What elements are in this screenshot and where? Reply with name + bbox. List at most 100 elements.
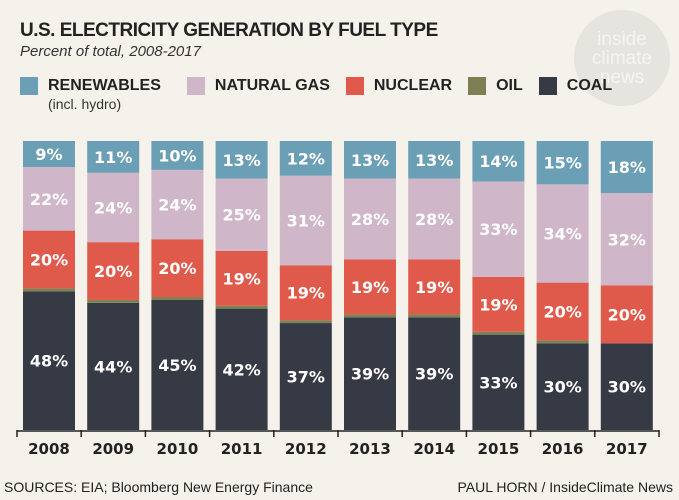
data-label: 37% xyxy=(287,368,325,387)
bar-segment-oil xyxy=(279,320,332,324)
data-label: 15% xyxy=(543,154,581,173)
bar-segment-coal xyxy=(23,291,75,430)
data-label: 20% xyxy=(543,303,581,322)
data-label: 39% xyxy=(351,365,389,384)
bar-segment-renewables xyxy=(87,141,140,173)
bar-segment-oil xyxy=(408,314,461,318)
data-label: 30% xyxy=(608,378,646,397)
data-label: 32% xyxy=(608,230,646,249)
x-tick-label: 2009 xyxy=(92,440,134,458)
data-label: 20% xyxy=(158,259,196,278)
legend-item: NATURAL GAS xyxy=(186,77,330,113)
legend-item: RENEWABLES (incl. hydro) xyxy=(20,77,161,113)
logo-line: news xyxy=(599,66,645,88)
bar-segment-natural-gas xyxy=(408,178,461,260)
legend-sublabel: (incl. hydro) xyxy=(48,96,122,112)
legend: RENEWABLES (incl. hydro) NATURAL GAS NUCLEA… xyxy=(20,77,628,113)
legend-label: OIL xyxy=(496,77,523,94)
data-label: 28% xyxy=(351,210,389,229)
x-tick-label: 2012 xyxy=(285,440,327,458)
bar-segment-renewables xyxy=(344,141,396,179)
bar-segment-coal xyxy=(151,299,204,430)
data-label: 25% xyxy=(222,206,260,225)
data-label: 13% xyxy=(222,151,260,170)
bar-segment-nuclear xyxy=(344,259,396,315)
data-label: 19% xyxy=(415,278,453,297)
data-label: 19% xyxy=(222,269,260,288)
bar-segment-coal xyxy=(408,317,461,430)
credit-note: PAUL HORN / InsideClimate News xyxy=(457,479,673,495)
chart-title: U.S. ELECTRICITY GENERATION BY FUEL TYPE xyxy=(20,20,438,41)
bar-segment-oil xyxy=(344,314,396,318)
legend-swatch xyxy=(20,77,38,95)
data-label: 44% xyxy=(94,357,132,376)
bar-segment-nuclear xyxy=(408,259,461,315)
insideclimate-news-logo: inside climate news xyxy=(574,10,670,106)
data-label: 19% xyxy=(351,278,389,297)
data-label: 9% xyxy=(35,145,62,164)
bar-segment-coal xyxy=(344,317,396,430)
bar-segment-nuclear xyxy=(600,285,653,344)
bar-segment-natural-gas xyxy=(279,175,332,266)
legend-item: NUCLEAR xyxy=(345,77,452,113)
bar-segment-oil xyxy=(151,297,204,300)
bar-segment-coal xyxy=(472,334,525,430)
data-label: 19% xyxy=(287,284,325,303)
x-tick-label: 2016 xyxy=(542,440,584,458)
legend-label: RENEWABLES (incl. hydro) xyxy=(48,77,161,112)
data-label: 39% xyxy=(415,365,453,384)
bar-segment-nuclear xyxy=(87,242,140,300)
bar-segment-natural-gas xyxy=(344,178,396,260)
legend-item: OIL xyxy=(468,77,523,113)
legend-item: COAL xyxy=(538,77,612,113)
data-label: 34% xyxy=(543,224,581,243)
x-tick-label: 2008 xyxy=(28,440,70,458)
sources-note: SOURCES: EIA; Bloomberg New Energy Finan… xyxy=(4,479,313,495)
bar-segment-natural-gas xyxy=(536,184,589,283)
data-label: 20% xyxy=(30,250,68,269)
bar-segment-natural-gas xyxy=(472,181,525,277)
data-label: 33% xyxy=(479,220,517,239)
data-label: 19% xyxy=(479,295,517,314)
legend-swatch xyxy=(345,77,364,95)
x-tick-label: 2017 xyxy=(606,440,648,458)
data-label: 13% xyxy=(415,151,453,170)
logo-line: inside xyxy=(597,28,647,50)
x-tick-label: 2015 xyxy=(478,440,520,458)
data-label: 28% xyxy=(415,210,453,229)
x-tick-label: 2013 xyxy=(349,440,391,458)
data-label: 45% xyxy=(158,356,196,375)
bar-segment-renewables xyxy=(536,141,589,185)
bar-segment-natural-gas xyxy=(87,172,140,243)
data-label: 48% xyxy=(30,352,68,371)
bar-segment-renewables xyxy=(408,141,461,179)
data-label: 31% xyxy=(287,211,325,230)
bar-segment-coal xyxy=(600,343,653,430)
x-tick-label: 2011 xyxy=(221,440,263,458)
bar-segment-renewables xyxy=(151,141,204,170)
legend-swatch xyxy=(538,77,557,95)
bar-segment-nuclear xyxy=(279,265,332,321)
bar-segment-natural-gas xyxy=(23,167,75,231)
bar-segment-renewables xyxy=(472,141,525,182)
bar-segment-coal xyxy=(279,323,332,430)
data-label: 20% xyxy=(94,262,132,281)
chart-subtitle: Percent of total, 2008-2017 xyxy=(20,43,201,60)
bar-segment-oil xyxy=(472,331,525,335)
bar-segment-renewables xyxy=(215,141,268,179)
data-label: 42% xyxy=(222,360,260,379)
data-label: 20% xyxy=(608,305,646,324)
bar-segment-nuclear xyxy=(536,282,589,341)
bar-segment-renewables xyxy=(279,141,332,176)
bar-segment-natural-gas xyxy=(151,169,204,240)
data-label: 12% xyxy=(287,149,325,168)
bar-segment-natural-gas xyxy=(600,193,653,286)
bar-segment-nuclear xyxy=(151,239,204,298)
data-label: 24% xyxy=(158,196,196,215)
bar-plot: 48% 20% 22% 9% 2008 44% 20% 24% 11% 2009 45% 20% 24%… xyxy=(16,141,660,458)
legend-label: NATURAL GAS xyxy=(214,77,330,94)
bar-segment-coal xyxy=(87,302,140,430)
data-label: 22% xyxy=(30,190,68,209)
bar-segment-nuclear xyxy=(472,276,525,332)
